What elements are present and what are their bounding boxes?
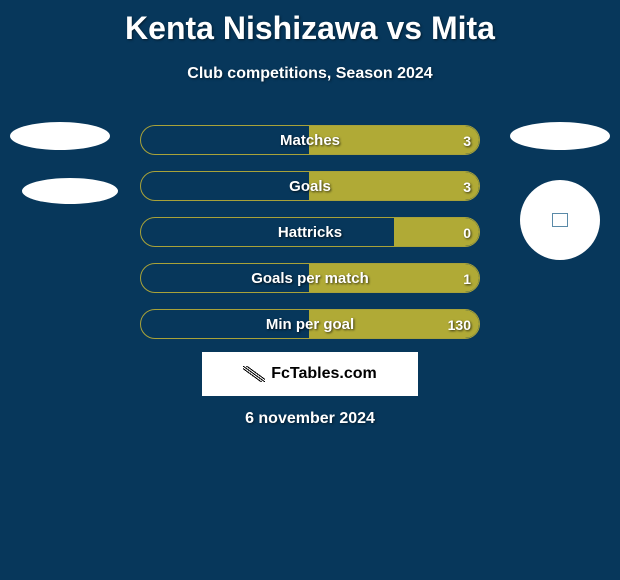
stat-row-goals: Goals 3 [0, 171, 620, 201]
stat-label: Goals per match [141, 264, 479, 293]
stat-row-hattricks: Hattricks 0 [0, 217, 620, 247]
stat-value-right: 1 [463, 264, 471, 293]
stat-value-right: 130 [448, 310, 471, 339]
stat-label: Min per goal [141, 310, 479, 339]
date-text: 6 november 2024 [0, 410, 620, 428]
bar-container: Matches 3 [140, 125, 480, 155]
bar-container: Min per goal 130 [140, 309, 480, 339]
stat-value-right: 3 [463, 172, 471, 201]
chart-icon [243, 366, 265, 382]
page-title: Kenta Nishizawa vs Mita [0, 0, 620, 47]
stat-value-right: 0 [463, 218, 471, 247]
stat-row-matches: Matches 3 [0, 125, 620, 155]
stat-row-goals-per-match: Goals per match 1 [0, 263, 620, 293]
stat-label: Goals [141, 172, 479, 201]
bar-container: Goals 3 [140, 171, 480, 201]
stat-label: Matches [141, 126, 479, 155]
fctables-logo[interactable]: FcTables.com [202, 352, 418, 396]
stat-label: Hattricks [141, 218, 479, 247]
stats-chart: Matches 3 Goals 3 Hattricks 0 Goals per … [0, 125, 620, 339]
bar-container: Goals per match 1 [140, 263, 480, 293]
subtitle: Club competitions, Season 2024 [0, 65, 620, 83]
bar-container: Hattricks 0 [140, 217, 480, 247]
stat-value-right: 3 [463, 126, 471, 155]
stat-row-min-per-goal: Min per goal 130 [0, 309, 620, 339]
logo-text: FcTables.com [271, 365, 377, 383]
